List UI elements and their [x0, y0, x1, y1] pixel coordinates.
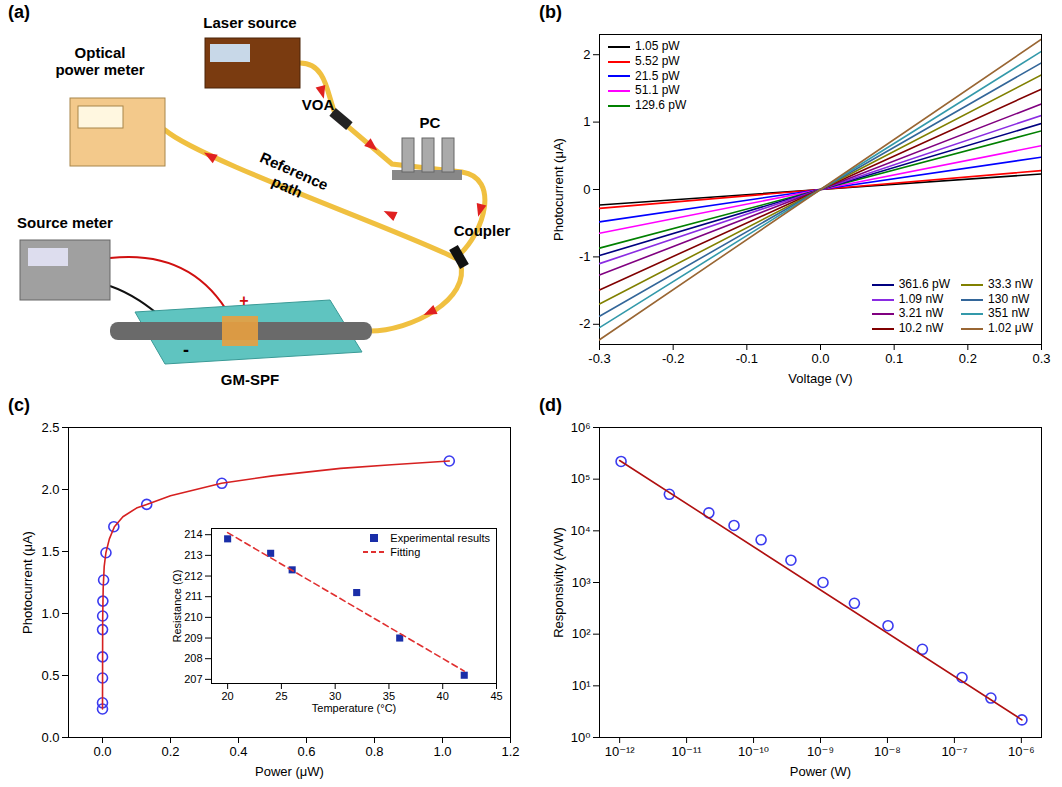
- svg-text:0.0: 0.0: [811, 351, 829, 366]
- svg-text:Temperature (°C): Temperature (°C): [312, 702, 396, 714]
- svg-text:2.0: 2.0: [41, 482, 59, 497]
- svg-text:-0.1: -0.1: [736, 351, 758, 366]
- svg-text:210: 210: [184, 611, 202, 623]
- svg-text:1: 1: [583, 114, 590, 129]
- svg-text:10⁵: 10⁵: [571, 471, 591, 486]
- svg-text:-2: -2: [579, 316, 591, 331]
- svg-text:1.0: 1.0: [433, 744, 451, 759]
- html-text:1.02 μW: 1.02 μW: [988, 321, 1033, 336]
- svg-text:10⁴: 10⁴: [570, 523, 590, 538]
- html-text:3.21 nW: 3.21 nW: [898, 306, 944, 321]
- svg-text:Source meter: Source meter: [17, 214, 113, 231]
- svg-text:10⁻⁶: 10⁻⁶: [1008, 744, 1035, 759]
- svg-text:1.5: 1.5: [41, 544, 59, 559]
- svg-text:214: 214: [184, 528, 202, 540]
- svg-text:212: 212: [184, 570, 202, 582]
- html-text:Experimental results: Experimental results: [390, 532, 490, 544]
- svg-text:Responsivity (A/W): Responsivity (A/W): [551, 527, 566, 638]
- html-text:(a): (a): [8, 2, 30, 22]
- html-text:361.6 pW: 361.6 pW: [898, 276, 951, 291]
- svg-text:Voltage (V): Voltage (V): [788, 371, 852, 386]
- html-text:1.09 nW: 1.09 nW: [898, 291, 944, 306]
- svg-text:2.5: 2.5: [41, 420, 59, 435]
- svg-text:10²: 10²: [572, 626, 591, 641]
- svg-text:30: 30: [329, 690, 341, 702]
- svg-text:20: 20: [222, 690, 234, 702]
- svg-text:-0.2: -0.2: [662, 351, 684, 366]
- svg-text:-1: -1: [579, 249, 591, 264]
- svg-text:10³: 10³: [572, 575, 591, 590]
- html-text:(b): (b): [539, 2, 562, 22]
- svg-text:10⁻⁷: 10⁻⁷: [941, 744, 967, 759]
- svg-text:0.1: 0.1: [885, 351, 903, 366]
- svg-text:209: 209: [184, 632, 202, 644]
- html-text:10.2 nW: 10.2 nW: [898, 321, 944, 336]
- svg-text:-0.3: -0.3: [588, 351, 610, 366]
- svg-text:PC: PC: [420, 114, 441, 131]
- html-text:21.5 pW: 21.5 pW: [635, 68, 680, 83]
- svg-text:Laser source: Laser source: [203, 14, 296, 31]
- svg-text:0.0: 0.0: [93, 744, 111, 759]
- svg-text:0.2: 0.2: [959, 351, 977, 366]
- html-text:Fitting: Fitting: [390, 545, 421, 558]
- html-text:5.52 pW: 5.52 pW: [635, 53, 680, 68]
- html-text:130 nW: 130 nW: [988, 291, 1030, 306]
- svg-text:0.8: 0.8: [365, 744, 383, 759]
- svg-text:213: 213: [184, 549, 202, 561]
- svg-text:-: -: [183, 340, 189, 360]
- svg-text:35: 35: [383, 690, 395, 702]
- svg-text:VOA: VOA: [302, 96, 335, 113]
- svg-text:0.5: 0.5: [41, 668, 59, 683]
- svg-text:207: 207: [184, 673, 202, 685]
- svg-text:40: 40: [437, 690, 449, 702]
- svg-text:Photocurrent (μA): Photocurrent (μA): [551, 138, 566, 241]
- svg-text:Power (μW): Power (μW): [255, 764, 324, 779]
- svg-text:0.3: 0.3: [1032, 351, 1050, 366]
- html-text:(d): (d): [539, 395, 562, 415]
- svg-text:10⁻¹¹: 10⁻¹¹: [672, 744, 703, 759]
- svg-text:Opticalpower meter: Opticalpower meter: [55, 44, 144, 78]
- svg-text:10⁻⁸: 10⁻⁸: [874, 744, 901, 759]
- svg-text:0.6: 0.6: [297, 744, 315, 759]
- svg-text:Photocurrent (μA): Photocurrent (μA): [20, 531, 35, 634]
- svg-text:10⁶: 10⁶: [571, 420, 591, 435]
- svg-text:0.2: 0.2: [161, 744, 179, 759]
- svg-text:Resistance (Ω): Resistance (Ω): [171, 569, 183, 642]
- html-text:51.1 pW: 51.1 pW: [635, 83, 680, 98]
- svg-text:10⁻⁹: 10⁻⁹: [807, 744, 834, 759]
- svg-text:1.0: 1.0: [41, 606, 59, 621]
- svg-text:0.4: 0.4: [229, 744, 247, 759]
- html-text:33.3 nW: 33.3 nW: [988, 276, 1033, 291]
- svg-text:GM-SPF: GM-SPF: [221, 371, 279, 388]
- svg-text:+: +: [239, 292, 248, 309]
- svg-text:Referencepath: Referencepath: [251, 148, 331, 209]
- html-text:1.05 pW: 1.05 pW: [635, 39, 680, 53]
- svg-text:208: 208: [184, 652, 202, 664]
- svg-text:10⁰: 10⁰: [571, 730, 591, 745]
- svg-text:211: 211: [185, 590, 203, 602]
- svg-text:10⁻¹²: 10⁻¹²: [605, 744, 636, 759]
- html-text:129.6 pW: 129.6 pW: [635, 98, 687, 113]
- svg-text:Coupler: Coupler: [454, 222, 511, 239]
- svg-text:25: 25: [275, 690, 287, 702]
- svg-text:0.0: 0.0: [41, 730, 59, 745]
- svg-text:45: 45: [490, 690, 502, 702]
- html-text:351 nW: 351 nW: [988, 306, 1030, 321]
- html-text:(c): (c): [8, 395, 30, 415]
- svg-text:10¹: 10¹: [572, 678, 591, 693]
- svg-text:2: 2: [583, 47, 590, 62]
- svg-text:0: 0: [583, 182, 590, 197]
- svg-text:Power (W): Power (W): [790, 764, 851, 779]
- svg-text:1.2: 1.2: [501, 744, 519, 759]
- svg-text:10⁻¹⁰: 10⁻¹⁰: [738, 744, 769, 759]
